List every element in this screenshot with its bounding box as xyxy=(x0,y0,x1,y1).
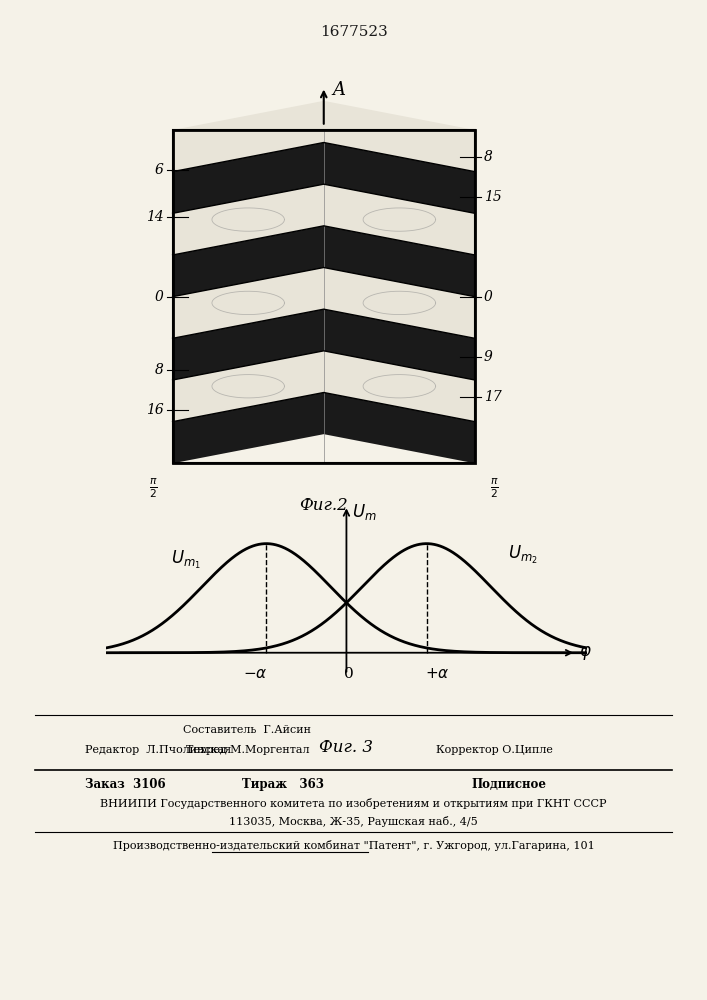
Text: 17: 17 xyxy=(484,390,502,404)
Text: 8: 8 xyxy=(484,150,493,164)
Text: A: A xyxy=(333,81,346,99)
Polygon shape xyxy=(173,184,475,255)
Text: $\varphi$: $\varphi$ xyxy=(579,644,592,662)
Text: Фиг.2: Фиг.2 xyxy=(299,497,348,514)
Text: 16: 16 xyxy=(146,403,163,417)
Text: Подписное: Подписное xyxy=(472,778,547,791)
Polygon shape xyxy=(173,309,475,380)
Text: $U_m$: $U_m$ xyxy=(352,502,376,522)
Text: Производственно-издательский комбинат "Патент", г. Ужгород, ул.Гагарина, 101: Производственно-издательский комбинат "П… xyxy=(112,840,595,851)
Text: Тираж   363: Тираж 363 xyxy=(242,778,324,791)
Text: Техред М.Моргентал: Техред М.Моргентал xyxy=(186,745,309,755)
Text: Составитель  Г.Айсин: Составитель Г.Айсин xyxy=(183,725,312,735)
Polygon shape xyxy=(173,226,475,297)
Text: 0: 0 xyxy=(155,290,163,304)
Text: 8: 8 xyxy=(155,363,163,377)
Text: 113035, Москва, Ж-35, Раушская наб., 4/5: 113035, Москва, Ж-35, Раушская наб., 4/5 xyxy=(229,816,478,827)
Text: 14: 14 xyxy=(146,210,163,224)
Text: Заказ  3106: Заказ 3106 xyxy=(85,778,165,791)
Bar xyxy=(173,130,475,463)
Text: ВНИИПИ Государственного комитета по изобретениям и открытиям при ГКНТ СССР: ВНИИПИ Государственного комитета по изоб… xyxy=(100,798,607,809)
Bar xyxy=(173,130,475,463)
Text: $U_{m_2}$: $U_{m_2}$ xyxy=(508,543,537,566)
Text: 6: 6 xyxy=(155,163,163,177)
Polygon shape xyxy=(173,267,475,338)
Text: $\frac{\pi}{2}$: $\frac{\pi}{2}$ xyxy=(490,477,499,500)
Text: Редактор  Л.Пчолинская: Редактор Л.Пчолинская xyxy=(85,745,231,755)
Text: 15: 15 xyxy=(484,190,502,204)
Text: $U_{m_1}$: $U_{m_1}$ xyxy=(171,549,201,571)
Polygon shape xyxy=(173,142,475,213)
Text: 1677523: 1677523 xyxy=(320,25,387,39)
Text: 9: 9 xyxy=(484,350,493,364)
Text: 0: 0 xyxy=(344,667,354,681)
Polygon shape xyxy=(173,351,475,422)
Polygon shape xyxy=(173,101,475,172)
Text: 0: 0 xyxy=(484,290,493,304)
Text: $+\alpha$: $+\alpha$ xyxy=(425,667,450,681)
Text: Корректор О.Ципле: Корректор О.Ципле xyxy=(436,745,554,755)
Text: $\frac{\pi}{2}$: $\frac{\pi}{2}$ xyxy=(148,477,158,500)
Text: Фиг. 3: Фиг. 3 xyxy=(320,739,373,756)
Text: $-\alpha$: $-\alpha$ xyxy=(243,667,268,681)
Polygon shape xyxy=(173,392,475,463)
